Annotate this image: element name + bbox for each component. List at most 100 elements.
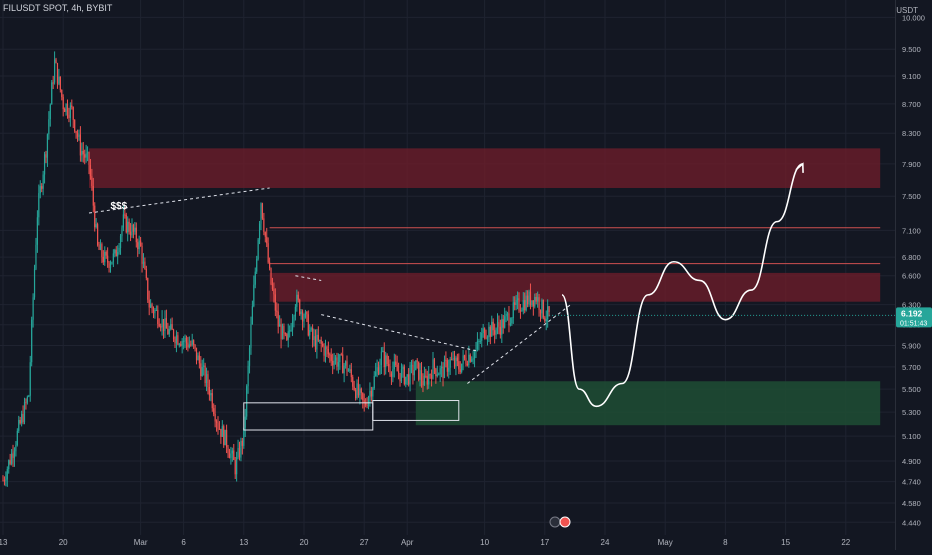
candle-body	[535, 296, 537, 302]
candle-body	[319, 339, 321, 341]
candle-body	[408, 374, 410, 385]
candle-body	[105, 251, 107, 256]
candle-body	[112, 253, 114, 262]
candle-body	[330, 354, 332, 361]
candle-body	[69, 105, 71, 118]
candle-body	[193, 340, 195, 345]
candle-body	[95, 224, 97, 228]
candle-body	[211, 393, 213, 409]
candle-body	[340, 354, 342, 356]
candle-body	[441, 366, 443, 369]
candle-body	[197, 355, 199, 361]
candle-body	[257, 239, 259, 260]
candle-body	[296, 294, 298, 307]
candle-body	[343, 365, 345, 374]
candle-body	[518, 298, 520, 311]
candle-body	[41, 186, 43, 189]
candle-body	[2, 480, 4, 482]
candle-body	[125, 214, 127, 233]
candle-body	[150, 304, 152, 308]
candle-body	[243, 427, 245, 446]
candle-body	[198, 355, 200, 364]
candle-body	[413, 370, 415, 376]
candle-body	[423, 375, 425, 386]
candle-body	[274, 294, 276, 311]
y-tick-label: 7.100	[902, 226, 921, 235]
candle-body	[385, 355, 387, 368]
candle-body	[344, 361, 347, 366]
candle-body	[11, 453, 13, 464]
candle-body	[230, 453, 232, 459]
candle-body	[380, 351, 382, 366]
projection-path	[561, 163, 804, 408]
flag-icon	[559, 516, 571, 528]
candle-body	[46, 134, 49, 158]
y-tick-label: 6.300	[902, 301, 921, 310]
x-tick-label: May	[658, 538, 673, 547]
candle-body	[165, 318, 167, 329]
candle-body	[54, 59, 56, 83]
candle-body	[61, 89, 63, 98]
x-tick-label: 8	[723, 538, 728, 547]
candle-body	[200, 363, 202, 376]
candle-body	[363, 400, 365, 403]
candle-body	[502, 319, 504, 328]
candle-body	[247, 365, 249, 387]
candle-body	[449, 359, 451, 368]
candle-body	[195, 347, 198, 361]
y-tick-label: 4.740	[902, 478, 921, 487]
candle-body	[107, 255, 109, 263]
candle-body	[228, 453, 231, 459]
candle-body	[68, 114, 70, 118]
candle-body	[276, 310, 278, 312]
y-tick-label: 4.440	[902, 518, 921, 527]
candle-body	[462, 355, 464, 364]
candle-body	[392, 369, 394, 377]
candle-body	[416, 360, 418, 362]
candle-body	[188, 344, 190, 348]
dashed-trendline	[467, 304, 571, 384]
candle-body	[102, 256, 104, 263]
candle-body	[514, 302, 516, 306]
candle-body	[280, 324, 282, 340]
currency-label: USDT	[896, 6, 918, 15]
candle-body	[436, 374, 438, 377]
candle-body	[495, 328, 497, 335]
candle-body	[389, 366, 391, 374]
symbol-title: FILUSDT SPOT, 4h, BYBIT	[3, 3, 113, 13]
candle-body	[180, 344, 182, 346]
candle-body	[22, 413, 24, 423]
candle-body	[76, 133, 79, 137]
candle-body	[506, 313, 509, 315]
candle-body	[97, 224, 99, 245]
candle-body	[78, 134, 80, 137]
y-tick-label: 5.500	[902, 385, 921, 394]
candle-body	[117, 252, 119, 257]
candle-body	[538, 297, 540, 310]
y-tick-label: 7.500	[902, 192, 921, 201]
candle-body	[122, 214, 124, 228]
candle-body	[327, 348, 329, 355]
candle-body	[194, 344, 196, 348]
x-tick-label: 20	[59, 538, 68, 547]
candle-body	[253, 284, 255, 307]
candle-body	[465, 358, 467, 364]
candle-body	[379, 365, 381, 374]
candle-body	[527, 295, 529, 305]
x-tick-label: 22	[841, 538, 850, 547]
candle-body	[516, 298, 519, 301]
candle-body	[32, 297, 34, 320]
candle-body	[39, 186, 41, 194]
candle-body	[430, 374, 433, 379]
candle-body	[377, 367, 380, 374]
candle-body	[124, 214, 126, 216]
candle-body	[532, 300, 534, 307]
candle-body	[445, 359, 447, 361]
candle-body	[248, 347, 251, 366]
candle-body	[15, 444, 17, 452]
candle-body	[86, 152, 89, 154]
candle-body	[390, 373, 393, 377]
candle-body	[290, 329, 292, 331]
